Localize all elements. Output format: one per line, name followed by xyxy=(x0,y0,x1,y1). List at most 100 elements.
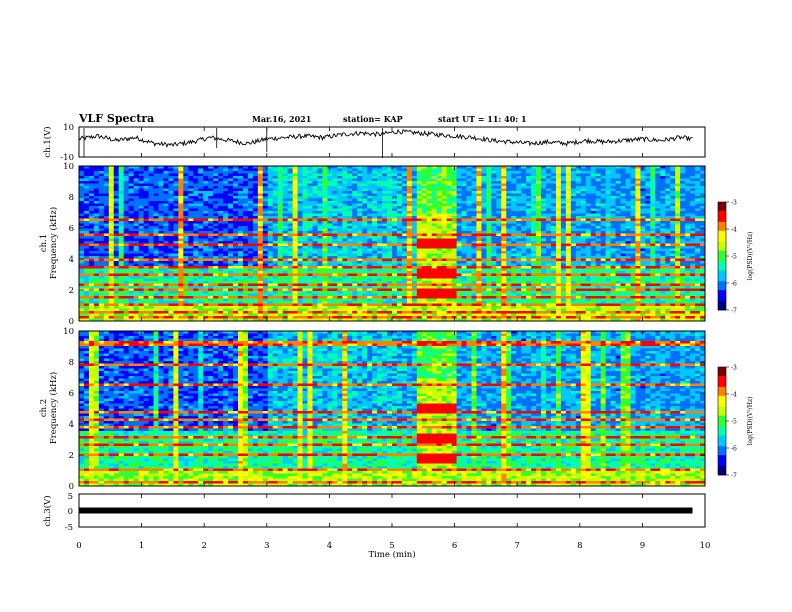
spectrogram-cell xyxy=(183,318,189,322)
spectrogram-cell xyxy=(377,288,383,292)
spectrogram-cell xyxy=(203,281,209,284)
spectrogram-cell xyxy=(377,248,383,252)
spectrogram-cell xyxy=(416,198,423,202)
spectrogram-cell xyxy=(317,196,323,199)
spectrogram-cell xyxy=(367,303,373,307)
spectrogram-cell xyxy=(352,296,358,299)
spectrogram-cell xyxy=(342,296,348,299)
spectrogram-cell xyxy=(83,293,90,297)
spectrogram-cell xyxy=(93,266,100,269)
spectrogram-cell xyxy=(252,198,259,202)
spectrogram-cell xyxy=(322,306,328,309)
spectrogram-cell xyxy=(223,253,229,257)
spectrogram-cell xyxy=(118,231,125,234)
spectrogram-cell xyxy=(431,228,438,232)
spectrogram-cell xyxy=(357,171,363,174)
spectrogram-cell xyxy=(237,258,244,262)
spectrogram-cell xyxy=(128,291,135,294)
spectrogram-cell xyxy=(228,266,234,269)
spectrogram-cell xyxy=(377,206,383,209)
spectrogram-cell xyxy=(208,263,214,267)
spectrogram-cell xyxy=(327,173,333,177)
spectrogram-cell xyxy=(322,296,328,299)
spectrogram-cell xyxy=(367,263,373,267)
spectrogram-cell xyxy=(307,193,313,197)
spectrogram-cell xyxy=(188,171,194,174)
spectrogram-cell xyxy=(163,221,169,224)
spectrogram-cell xyxy=(133,166,140,169)
spectrogram-cell xyxy=(396,283,403,287)
spectrogram-cell xyxy=(372,173,378,177)
spectrogram-cell xyxy=(282,206,289,209)
spectrogram-cell xyxy=(416,218,423,222)
spectrogram-cell xyxy=(377,243,383,247)
spectrogram-cell xyxy=(237,296,244,299)
spectrogram-cell xyxy=(163,198,169,202)
spectrogram-cell xyxy=(83,226,90,229)
spectrogram-cell xyxy=(461,271,467,274)
spectrogram-cell xyxy=(387,173,393,177)
spectrogram-cell xyxy=(153,311,159,314)
spectrogram-cell xyxy=(461,196,467,199)
spectrogram-cell xyxy=(367,261,373,264)
spectrogram-cell xyxy=(307,301,313,304)
spectrogram-cell xyxy=(163,166,169,169)
spectrogram-cell xyxy=(446,291,453,294)
spectrogram-cell xyxy=(128,236,135,239)
spectrogram-cell xyxy=(98,236,105,239)
spectrogram-cell xyxy=(362,281,368,284)
spectrogram-cell xyxy=(337,258,343,262)
spectrogram-cell xyxy=(466,228,472,232)
spectrogram-cell xyxy=(297,268,303,272)
spectrogram-cell xyxy=(287,273,294,277)
spectrogram-cell xyxy=(337,296,343,299)
spectrogram-cell xyxy=(223,316,229,319)
spectrogram-cell xyxy=(347,241,353,244)
spectrogram-cell xyxy=(247,233,254,237)
spectrogram-cell xyxy=(183,306,189,309)
spectrogram-cell xyxy=(277,218,284,222)
spectrogram-cell xyxy=(153,171,159,174)
spectrogram-cell xyxy=(79,208,85,212)
spectrogram-cell xyxy=(257,213,264,217)
spectrogram-cell xyxy=(108,238,115,242)
spectrogram-cell xyxy=(421,221,428,224)
spectrogram-cell xyxy=(163,168,169,172)
spectrogram-cell xyxy=(108,233,115,237)
spectrogram-cell xyxy=(396,233,403,237)
spectrogram-cell xyxy=(421,203,428,207)
spectrogram-cell xyxy=(228,188,234,192)
spectrogram-cell xyxy=(337,223,343,227)
spectrogram-cell xyxy=(208,166,214,169)
spectrogram-cell xyxy=(277,228,284,232)
spectrogram-cell xyxy=(262,218,269,222)
spectrogram-cell xyxy=(113,193,120,197)
spectrogram-cell xyxy=(113,293,120,297)
spectrogram-cell xyxy=(297,251,303,254)
spectrogram-cell xyxy=(362,176,368,179)
spectrogram-cell xyxy=(223,228,229,232)
spectrogram-cell xyxy=(352,301,358,304)
spectrogram-cell xyxy=(312,226,318,229)
spectrogram-cell xyxy=(426,241,433,244)
spectrogram-cell xyxy=(322,283,328,287)
spectrogram-cell xyxy=(292,316,298,319)
spectrogram-cell xyxy=(193,303,199,307)
spectrogram-cell xyxy=(108,243,115,247)
spectrogram-cell xyxy=(163,311,169,314)
spectrogram-cell xyxy=(282,268,289,272)
spectrogram-cell xyxy=(431,183,438,187)
spectrogram-cell xyxy=(83,206,90,209)
spectrogram-cell xyxy=(421,231,428,234)
spectrogram-cell xyxy=(387,188,393,192)
spectrogram-cell xyxy=(282,286,289,289)
spectrogram-cell xyxy=(466,236,472,239)
spectrogram-cell xyxy=(262,171,269,174)
spectrogram-cell xyxy=(377,201,383,204)
spectrogram-cell xyxy=(426,243,433,247)
spectrogram-cell xyxy=(133,251,140,254)
spectrogram-cell xyxy=(173,188,179,192)
spectrogram-cell xyxy=(352,166,358,169)
spectrogram-cell xyxy=(337,211,343,214)
spectrogram-cell xyxy=(282,293,289,297)
